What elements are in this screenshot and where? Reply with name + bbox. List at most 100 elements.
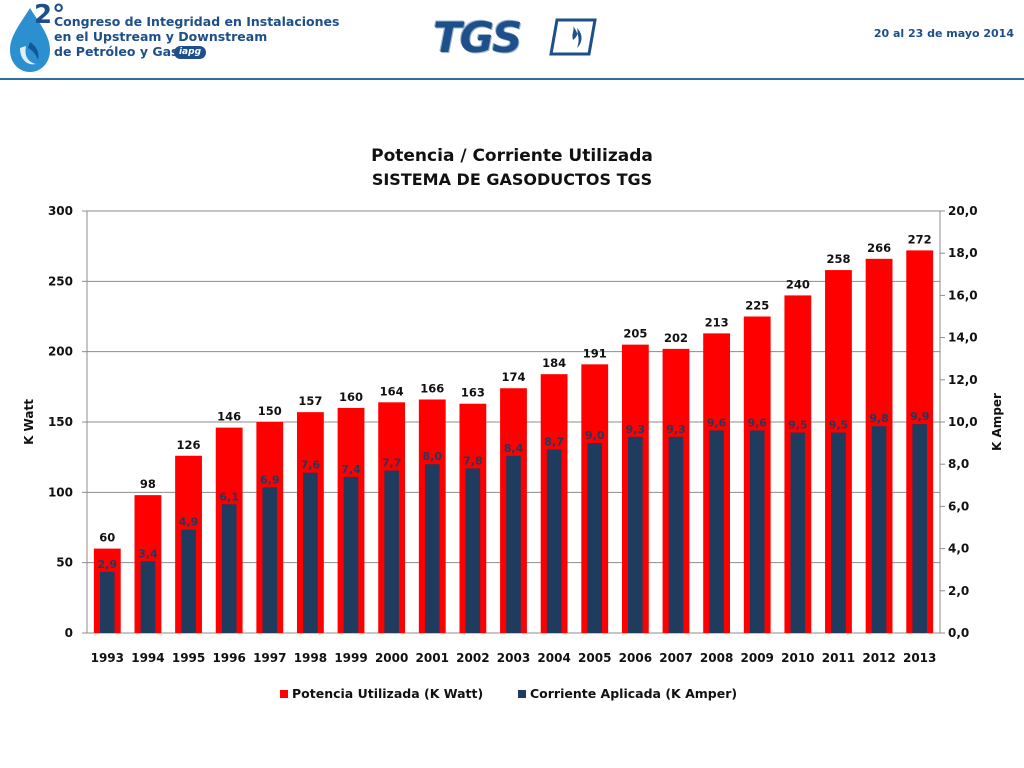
current-bar (424, 464, 440, 633)
x-tick-label: 2007 (659, 651, 692, 665)
current-bar (587, 443, 603, 633)
x-tick-label: 2013 (903, 651, 936, 665)
power-value-label: 160 (339, 390, 363, 404)
current-value-label: 3,4 (138, 547, 158, 560)
x-tick-label: 2006 (619, 651, 652, 665)
y2-tick-label: 16,0 (948, 288, 978, 302)
power-value-label: 191 (583, 346, 607, 360)
current-value-label: 9,8 (869, 412, 889, 425)
current-bar (99, 571, 115, 633)
current-value-label: 2,9 (98, 558, 118, 571)
current-value-label: 9,0 (585, 429, 605, 442)
current-bar (709, 430, 724, 633)
power-value-label: 126 (177, 438, 201, 452)
tgs-logo: TGS (433, 14, 603, 66)
y-axis-label: K Watt (22, 399, 36, 445)
current-value-label: 6,1 (219, 490, 239, 503)
y2-tick-label: 8,0 (948, 457, 969, 471)
current-value-label: 7,6 (301, 459, 321, 472)
legend-label-current: Corriente Aplicada (K Amper) (530, 686, 738, 701)
power-value-label: 258 (826, 252, 850, 266)
y-tick-label: 150 (48, 415, 73, 429)
current-bar (140, 561, 156, 633)
current-bar (506, 455, 521, 633)
y2-tick-label: 2,0 (948, 584, 969, 598)
y2-tick-label: 20,0 (948, 204, 978, 218)
y2-tick-label: 10,0 (948, 415, 978, 429)
x-tick-label: 2002 (456, 651, 489, 665)
current-value-label: 7,7 (382, 457, 402, 470)
power-value-label: 174 (501, 370, 525, 384)
iapg-badge: iapg (174, 46, 206, 59)
slide-header: 2° Congreso de Integridad en Instalacion… (0, 0, 1024, 80)
current-bar (790, 432, 806, 633)
power-value-label: 164 (380, 384, 404, 398)
current-value-label: 8,4 (504, 442, 524, 455)
power-value-label: 166 (420, 381, 444, 395)
current-value-label: 8,7 (544, 435, 564, 448)
current-bar (221, 504, 237, 633)
power-value-label: 205 (623, 327, 647, 341)
legend-label-power: Potencia Utilizada (K Watt) (292, 686, 484, 701)
y2-tick-label: 6,0 (948, 499, 969, 513)
power-current-chart: 0 50 100 150 200 250 300 0,0 2,0 4,0 6,0 8,0 10,0 12,… (22, 204, 1004, 665)
power-value-label: 163 (461, 386, 485, 400)
current-bar (871, 426, 887, 633)
chart-subtitle: SISTEMA DE GASODUCTOS TGS (371, 170, 653, 189)
y-tick-label: 250 (48, 274, 73, 288)
current-bar (628, 436, 643, 633)
x-tick-label: 2009 (741, 651, 774, 665)
power-value-label: 146 (217, 410, 241, 424)
current-value-label: 9,3 (626, 423, 646, 436)
y2-tick-label: 0,0 (948, 626, 969, 640)
legend-swatch-current (518, 690, 526, 698)
x-tick-label: 2000 (375, 651, 408, 665)
header-divider (0, 78, 1024, 80)
congress-title: Congreso de Integridad en Instalaciones … (54, 14, 339, 59)
power-value-label: 184 (542, 356, 566, 370)
x-tick-label: 1993 (91, 651, 124, 665)
tgs-logo-text: TGS (433, 13, 522, 62)
y2-tick-label: 4,0 (948, 542, 969, 556)
current-value-label: 9,6 (707, 416, 727, 429)
y2-tick-label: 12,0 (948, 373, 978, 387)
x-tick-label: 2003 (497, 651, 530, 665)
current-value-label: 8,0 (423, 450, 443, 463)
power-value-label: 225 (745, 299, 769, 313)
power-value-label: 98 (140, 477, 156, 491)
chart-title: Potencia / Corriente Utilizada (371, 146, 653, 166)
y-tick-label: 100 (48, 485, 73, 499)
current-value-label: 9,5 (788, 419, 808, 432)
current-bar (181, 529, 196, 633)
current-bar (303, 472, 318, 633)
x-tick-label: 2011 (822, 651, 855, 665)
current-bar (831, 432, 846, 633)
y-tick-label: 300 (48, 204, 73, 218)
current-bar (912, 424, 928, 633)
power-value-label: 240 (786, 277, 810, 291)
y2-tick-label: 14,0 (948, 331, 978, 345)
power-value-label: 266 (867, 241, 891, 255)
current-bar (343, 476, 359, 633)
current-bar (262, 487, 278, 633)
current-bar (384, 470, 399, 633)
current-value-label: 9,9 (910, 410, 930, 423)
current-bar (668, 436, 684, 633)
y2-tick-label: 18,0 (948, 246, 978, 260)
x-tick-label: 2004 (537, 651, 570, 665)
power-value-label: 157 (298, 394, 322, 408)
power-value-label: 213 (705, 315, 729, 329)
current-value-label: 7,8 (463, 454, 483, 467)
x-tick-label: 1998 (294, 651, 327, 665)
y-tick-label: 200 (48, 345, 73, 359)
x-tick-label: 1995 (172, 651, 205, 665)
x-tick-label: 1997 (253, 651, 286, 665)
current-value-label: 4,9 (179, 516, 199, 529)
x-tick-label: 2005 (578, 651, 611, 665)
congress-number: 2° (34, 0, 66, 30)
flame-box-icon (549, 18, 597, 56)
x-tick-label: 1996 (212, 651, 245, 665)
current-value-label: 9,3 (666, 423, 686, 436)
congress-title-line-3: de Petróleo y Gas (54, 44, 179, 59)
current-value-label: 6,9 (260, 473, 280, 486)
